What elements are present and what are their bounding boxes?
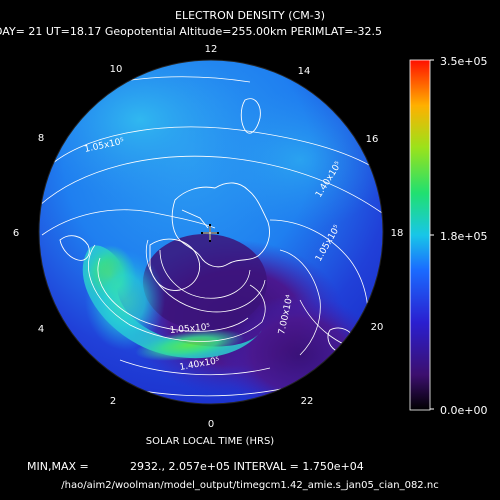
lt-tick-6: 6 bbox=[13, 228, 19, 239]
file-path: /hao/aim2/woolman/model_output/timegcm1.… bbox=[61, 480, 439, 491]
contour-label: 1.05x10⁵ bbox=[169, 322, 211, 336]
minmax-label: MIN,MAX = bbox=[27, 460, 89, 473]
lt-tick-20: 20 bbox=[371, 322, 384, 333]
colorbar-mid-label: 1.8e+05 bbox=[440, 230, 488, 243]
lt-tick-16: 16 bbox=[366, 134, 379, 145]
colorbar-max-label: 3.5e+05 bbox=[440, 55, 488, 68]
lt-tick-12: 12 bbox=[205, 44, 218, 55]
contour-lines bbox=[39, 76, 383, 397]
local-time-ticks: 0 2 4 6 8 10 12 14 16 18 20 22 bbox=[13, 44, 404, 430]
lt-tick-18: 18 bbox=[391, 228, 404, 239]
lt-tick-0: 0 bbox=[208, 419, 214, 430]
colorbar bbox=[409, 59, 431, 411]
chart-subtitle: DAY= 21 UT=18.17 Geopotential Altitude=2… bbox=[0, 25, 382, 38]
x-axis-label: SOLAR LOCAL TIME (HRS) bbox=[145, 436, 275, 447]
lt-tick-22: 22 bbox=[301, 396, 314, 407]
minmax-values: 2932., 2.057e+05 INTERVAL = 1.750e+04 bbox=[130, 460, 364, 473]
coastlines bbox=[59, 98, 355, 353]
chart-title: ELECTRON DENSITY (CM-3) bbox=[175, 9, 325, 22]
colorbar-min-label: 0.0e+00 bbox=[440, 404, 488, 417]
disk-border bbox=[38, 59, 384, 405]
lt-tick-4: 4 bbox=[38, 324, 44, 335]
lt-tick-2: 2 bbox=[110, 396, 116, 407]
lt-tick-10: 10 bbox=[110, 64, 123, 75]
pole-marker-inner bbox=[203, 226, 217, 240]
lt-tick-14: 14 bbox=[298, 66, 311, 77]
lt-tick-8: 8 bbox=[38, 133, 44, 144]
